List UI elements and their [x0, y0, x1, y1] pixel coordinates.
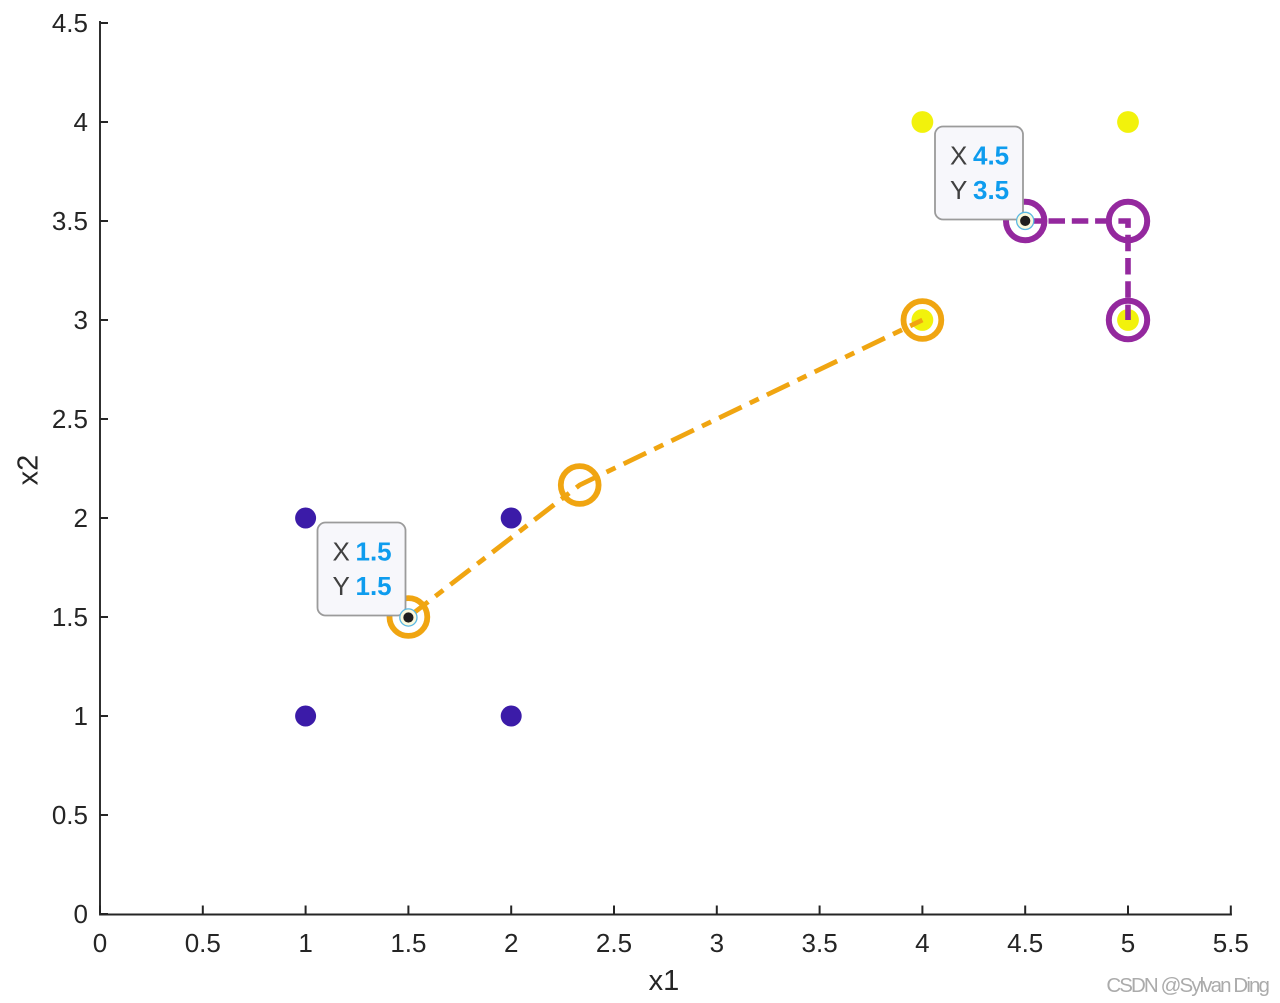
svg-text:1: 1: [298, 928, 312, 958]
svg-text:Y: Y: [950, 175, 967, 205]
svg-text:1.5: 1.5: [356, 537, 392, 567]
svg-text:1.5: 1.5: [356, 571, 392, 601]
svg-text:0.5: 0.5: [185, 928, 221, 958]
svg-text:3.5: 3.5: [52, 206, 88, 236]
svg-text:X: X: [333, 537, 350, 567]
svg-text:CSDN @Sylvan Ding: CSDN @Sylvan Ding: [1106, 974, 1269, 997]
svg-text:5.5: 5.5: [1213, 928, 1249, 958]
svg-text:4.5: 4.5: [52, 8, 88, 38]
svg-text:2.5: 2.5: [596, 928, 632, 958]
svg-text:4.5: 4.5: [973, 141, 1009, 171]
svg-text:1.5: 1.5: [390, 928, 426, 958]
svg-text:2.5: 2.5: [52, 404, 88, 434]
svg-text:X: X: [950, 141, 967, 171]
svg-text:3.5: 3.5: [973, 175, 1009, 205]
svg-text:0: 0: [93, 928, 107, 958]
svg-text:Y: Y: [333, 571, 350, 601]
svg-text:2: 2: [74, 503, 88, 533]
svg-text:4: 4: [915, 928, 929, 958]
svg-text:3.5: 3.5: [802, 928, 838, 958]
svg-text:0: 0: [74, 899, 88, 929]
svg-text:x2: x2: [12, 455, 44, 486]
svg-text:1.5: 1.5: [52, 602, 88, 632]
svg-text:x1: x1: [649, 965, 680, 997]
svg-text:4.5: 4.5: [1007, 928, 1043, 958]
svg-text:3: 3: [710, 928, 724, 958]
svg-text:2: 2: [504, 928, 518, 958]
svg-text:4: 4: [74, 107, 88, 137]
svg-text:3: 3: [74, 305, 88, 335]
svg-text:5: 5: [1121, 928, 1135, 958]
svg-text:0.5: 0.5: [52, 800, 88, 830]
svg-text:1: 1: [74, 701, 88, 731]
